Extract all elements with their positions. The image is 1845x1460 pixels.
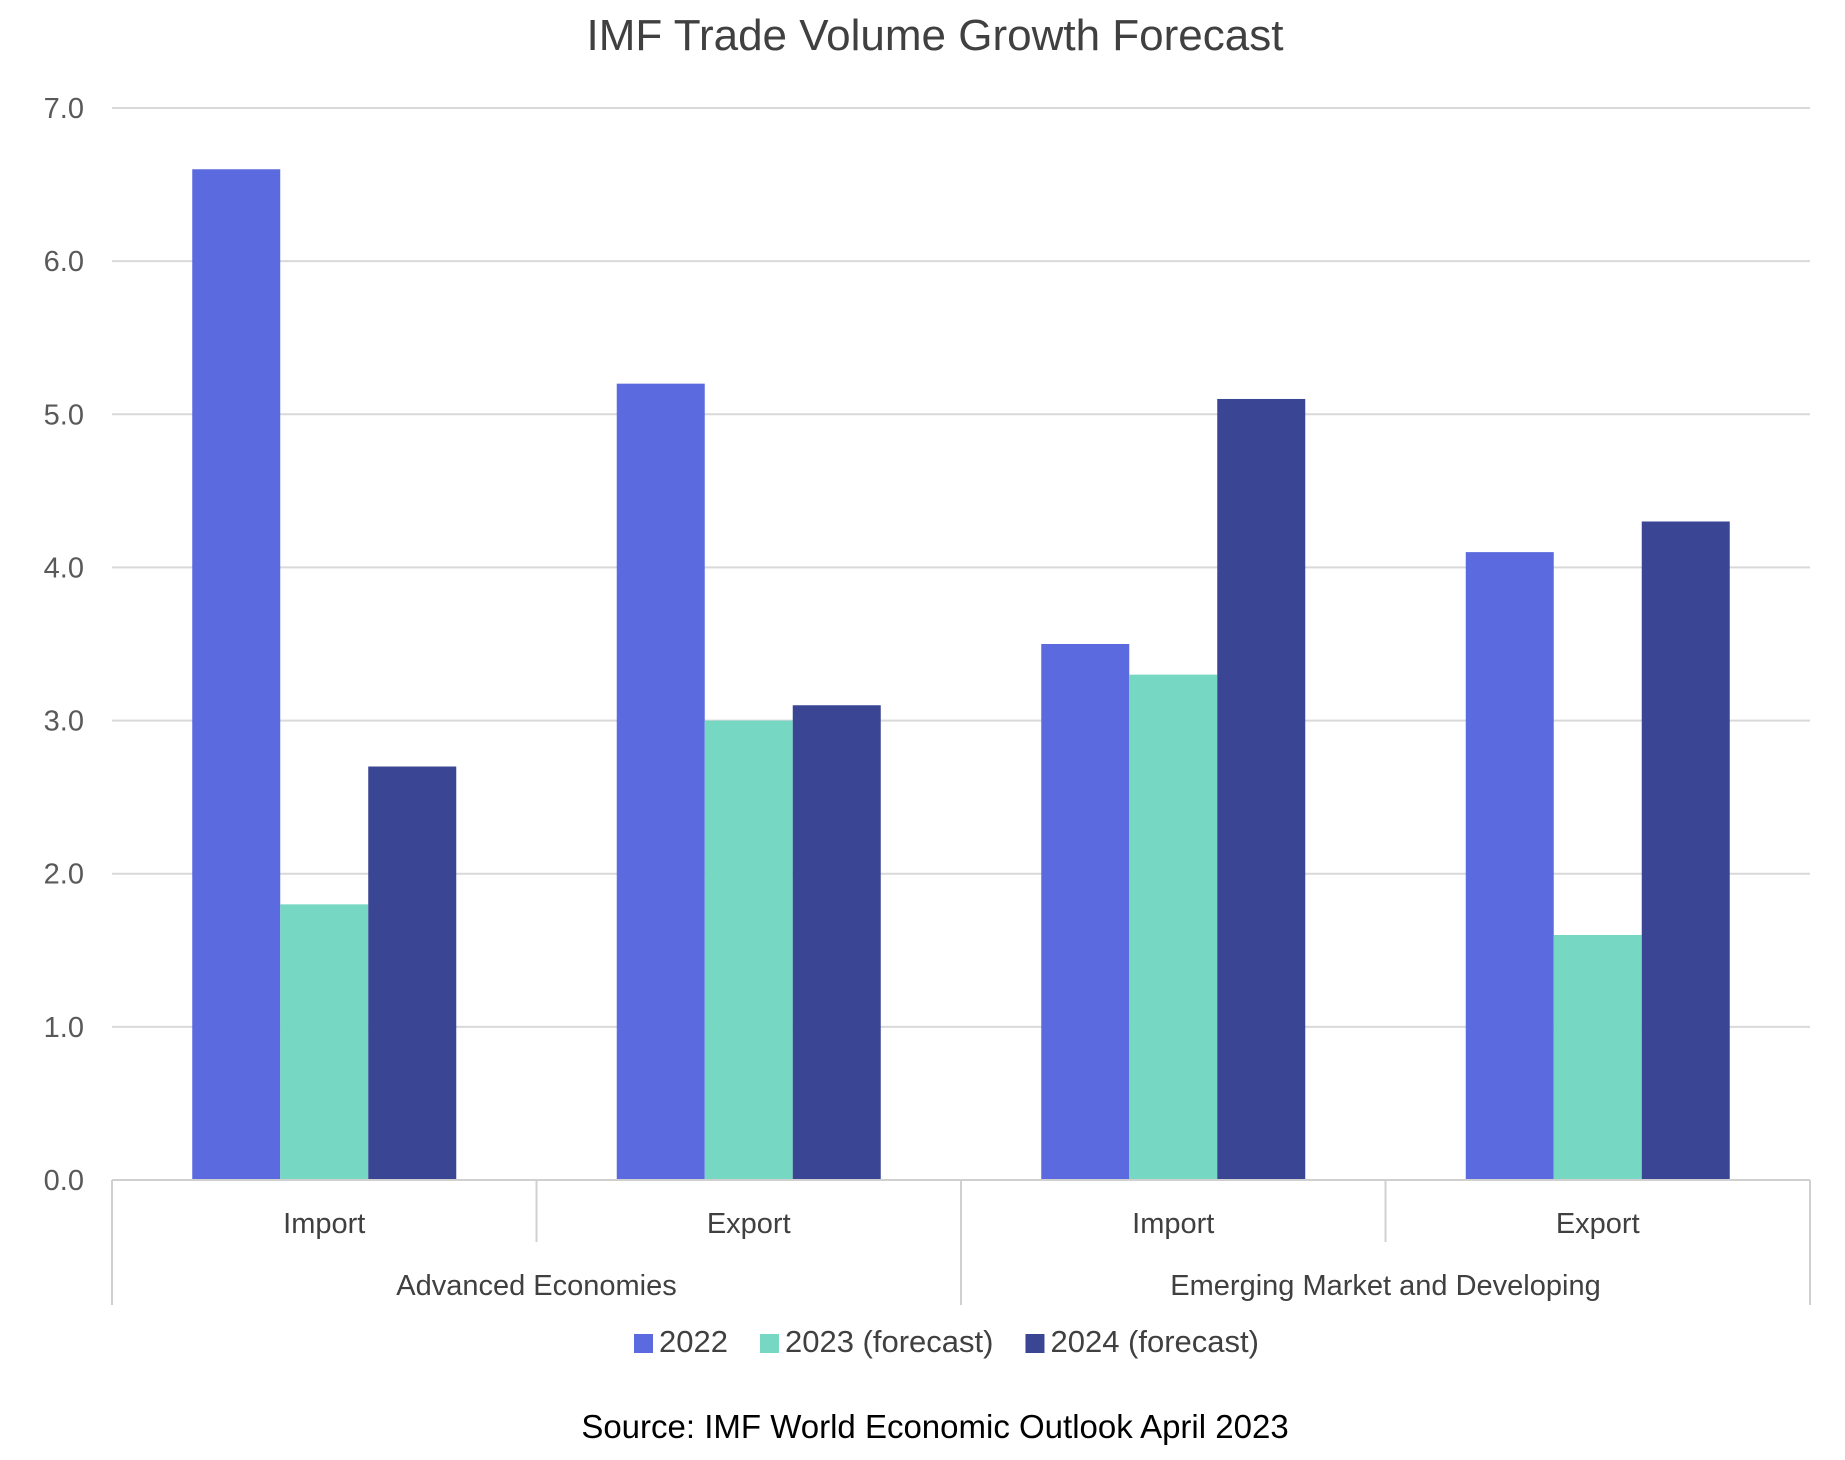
bar-2022-import-2 bbox=[1041, 644, 1130, 1180]
legend-swatch bbox=[1025, 1334, 1045, 1353]
legend-label: 2023 (forecast) bbox=[785, 1324, 994, 1359]
y-tick-label: 1.0 bbox=[44, 1012, 84, 1044]
bar-2024-import-0 bbox=[368, 766, 457, 1180]
legend: 2022 2023 (forecast) 2024 (forecast) bbox=[634, 1324, 1259, 1359]
bar-2023-export-1 bbox=[704, 720, 793, 1180]
group-label: Advanced Economies bbox=[396, 1270, 677, 1302]
y-axis-ticks: 0.0 1.0 2.0 3.0 4.0 5.0 6.0 7.0 bbox=[44, 93, 84, 1197]
bar-2023-import-2 bbox=[1129, 674, 1218, 1180]
y-tick-label: 5.0 bbox=[44, 399, 84, 431]
gridlines bbox=[112, 107, 1810, 1028]
y-tick-label: 0.0 bbox=[44, 1165, 84, 1197]
legend-swatch bbox=[634, 1334, 653, 1353]
x-axis: Import Export Import Export Advanced Economi… bbox=[111, 1179, 1811, 1305]
y-tick-label: 6.0 bbox=[44, 246, 84, 278]
y-tick-label: 3.0 bbox=[44, 706, 84, 738]
legend-swatch bbox=[759, 1334, 779, 1353]
y-tick-label: 7.0 bbox=[44, 93, 84, 125]
legend-label: 2022 bbox=[659, 1324, 728, 1359]
bar-2022-export-1 bbox=[616, 383, 705, 1181]
bar-2023-import-0 bbox=[280, 904, 369, 1180]
group-label: Emerging Market and Developing bbox=[1170, 1270, 1600, 1302]
chart-title: IMF Trade Volume Growth Forecast bbox=[587, 11, 1284, 60]
bar-2022-export-3 bbox=[1465, 552, 1554, 1180]
y-tick-label: 2.0 bbox=[44, 859, 84, 891]
bar-2024-export-1 bbox=[792, 705, 881, 1180]
category-label: Export bbox=[707, 1208, 791, 1240]
category-label: Import bbox=[283, 1208, 365, 1240]
bars bbox=[192, 169, 1730, 1181]
legend-label: 2024 (forecast) bbox=[1050, 1324, 1259, 1359]
bar-2024-export-3 bbox=[1641, 521, 1730, 1180]
y-tick-label: 4.0 bbox=[44, 552, 84, 584]
bar-2023-export-3 bbox=[1553, 934, 1642, 1180]
category-label: Export bbox=[1556, 1208, 1640, 1240]
source-note: Source: IMF World Economic Outlook April… bbox=[581, 1408, 1288, 1445]
category-label: Import bbox=[1132, 1208, 1214, 1240]
bar-2022-import-0 bbox=[192, 169, 281, 1180]
bar-2024-import-2 bbox=[1217, 398, 1306, 1180]
